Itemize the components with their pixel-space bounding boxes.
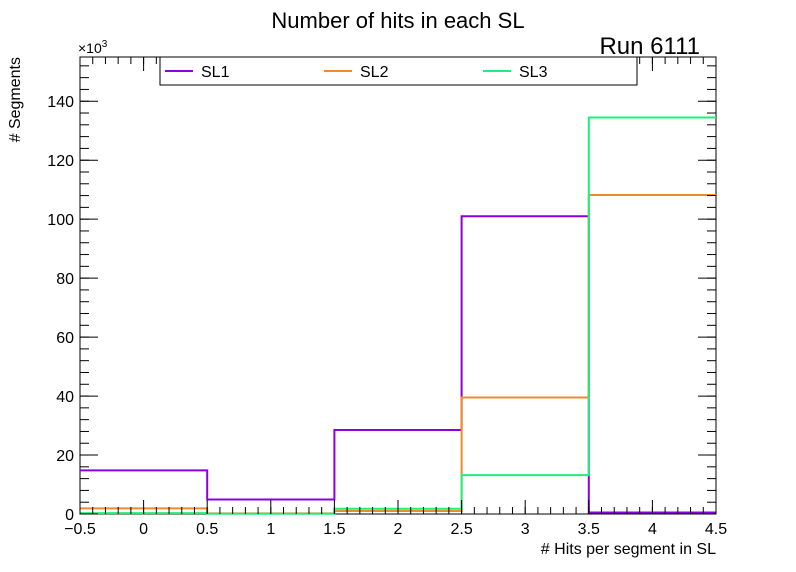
x-tick-label: 2 (394, 521, 403, 538)
y-tick-label: 0 (65, 507, 74, 524)
y-tick-label: 140 (47, 94, 74, 111)
x-tick-label: −0.5 (64, 521, 96, 538)
run-label: Run 6111 (599, 33, 700, 60)
legend-label-sl1: SL1 (201, 64, 230, 81)
x-tick-label: 2.5 (450, 521, 472, 538)
y-axis-label: # Segments (7, 57, 24, 142)
plot-area (79, 56, 717, 515)
x-tick-label: 3.5 (578, 521, 600, 538)
y-axis-multiplier-exponent: 3 (102, 39, 108, 50)
y-tick-label: 60 (56, 330, 74, 347)
legend-box (159, 56, 638, 86)
x-tick-label: 3 (521, 521, 530, 538)
x-axis-label: # Hits per segment in SL (541, 541, 716, 558)
y-axis-multiplier-base: ×10 (78, 40, 102, 56)
x-tick-labels: −0.5 0 0.5 1 1.5 2 2.5 3 3.5 4 4.5 (64, 521, 727, 538)
y-tick-label: 80 (56, 271, 74, 288)
x-tick-label: 1.5 (323, 521, 345, 538)
y-tick-label: 20 (56, 448, 74, 465)
x-tick-label: 0 (139, 521, 148, 538)
chart-title: Number of hits in each SL (271, 8, 524, 33)
legend: SL1 SL2 SL3 (159, 56, 638, 86)
y-tick-label: 100 (47, 212, 74, 229)
x-tick-label: 4 (648, 521, 657, 538)
x-tick-label: 0.5 (196, 521, 218, 538)
y-tick-label: 40 (56, 389, 74, 406)
y-tick-label: 120 (47, 153, 74, 170)
y-tick-labels: 0 20 40 60 80 100 120 140 (47, 94, 74, 524)
x-tick-label: 1 (266, 521, 275, 538)
legend-label-sl3: SL3 (519, 64, 548, 81)
y-axis-multiplier: ×103 (78, 39, 108, 56)
legend-label-sl2: SL2 (360, 64, 389, 81)
x-tick-label: 4.5 (705, 521, 727, 538)
ticks-layer (79, 57, 717, 515)
